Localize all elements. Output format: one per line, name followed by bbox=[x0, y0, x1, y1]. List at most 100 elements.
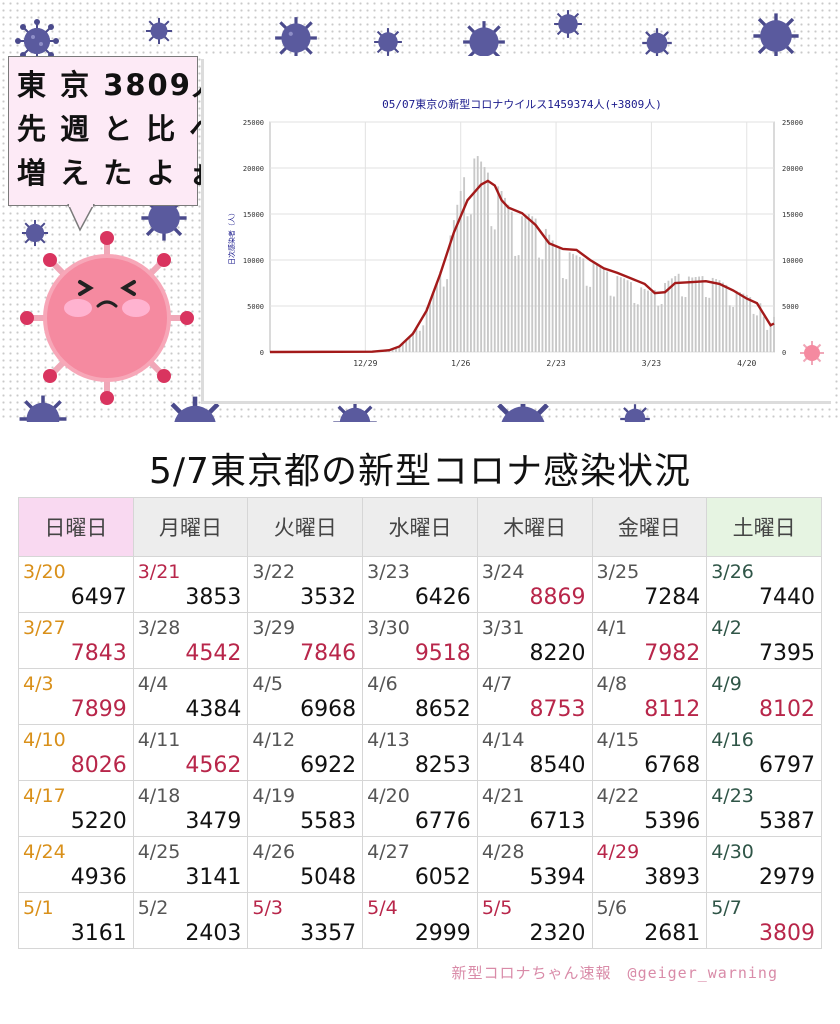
speech-line-1: 東 京 3809人 bbox=[17, 68, 223, 102]
daily-bar bbox=[527, 214, 530, 352]
virus-icon bbox=[753, 13, 799, 59]
header-wednesday: 水曜日 bbox=[362, 497, 478, 557]
daily-bar bbox=[565, 279, 568, 352]
cell-date: 4/27 bbox=[367, 841, 410, 863]
cell-date: 3/21 bbox=[137, 561, 181, 583]
daily-bar bbox=[408, 336, 411, 352]
daily-bar bbox=[721, 282, 724, 352]
daily-bar bbox=[500, 191, 503, 352]
cell-value: 8540 bbox=[529, 753, 586, 778]
cell-date: 5/7 bbox=[711, 897, 742, 919]
cell-date: 4/22 bbox=[596, 785, 640, 807]
daily-bar bbox=[405, 340, 408, 352]
daily-bar bbox=[418, 330, 421, 352]
daily-bar bbox=[483, 167, 486, 352]
cell-date: 4/23 bbox=[711, 785, 754, 807]
daily-cases-chart: 0 0 5000 5000 10000 10000 15000 15000 20000 20000… bbox=[227, 97, 824, 368]
cell-value: 7395 bbox=[759, 641, 815, 666]
cell-value: 6968 bbox=[300, 697, 357, 722]
table-cell: 4/8 8112 bbox=[591, 668, 708, 725]
cell-value: 5394 bbox=[529, 865, 586, 890]
cell-date: 3/30 bbox=[367, 617, 410, 639]
table-cell: 4/14 8540 bbox=[476, 724, 593, 781]
y-tick-label-right: 5000 bbox=[782, 303, 799, 311]
table-cell: 4/18 3479 bbox=[132, 780, 249, 837]
daily-bar bbox=[769, 323, 772, 352]
cell-value: 6776 bbox=[414, 809, 471, 834]
daily-bar bbox=[711, 277, 714, 352]
header-thursday: 木曜日 bbox=[476, 497, 593, 557]
chart-panel: 0 0 5000 5000 10000 10000 15000 15000 20000 20000… bbox=[204, 56, 834, 401]
virus-mascot-icon bbox=[20, 231, 194, 405]
cell-date: 4/26 bbox=[252, 841, 296, 863]
daily-bar bbox=[561, 278, 564, 352]
daily-bar bbox=[752, 313, 755, 352]
daily-bar bbox=[473, 158, 476, 352]
table-cell: 5/4 2999 bbox=[362, 892, 478, 949]
daily-bar bbox=[476, 156, 479, 352]
cell-value: 6426 bbox=[414, 585, 471, 610]
cell-date: 4/20 bbox=[367, 785, 410, 807]
table-cell: 4/12 6922 bbox=[247, 724, 364, 781]
virus-icon bbox=[374, 28, 402, 56]
cell-value: 2403 bbox=[185, 921, 242, 946]
daily-bar bbox=[541, 259, 544, 352]
cell-value: 5387 bbox=[759, 809, 815, 834]
daily-bar bbox=[415, 327, 418, 352]
cell-date: 4/17 bbox=[23, 785, 66, 807]
cell-date: 4/16 bbox=[711, 729, 754, 751]
table-cell: 5/7 3809 bbox=[706, 892, 822, 949]
table-cell: 3/22 3532 bbox=[247, 556, 364, 613]
daily-bar bbox=[422, 325, 425, 352]
cell-date: 4/3 bbox=[23, 673, 54, 695]
daily-bar bbox=[677, 273, 680, 352]
table-cell: 4/27 6052 bbox=[362, 836, 478, 893]
table-cell: 3/20 6497 bbox=[18, 556, 134, 613]
daily-bar bbox=[732, 306, 735, 352]
avg-line bbox=[269, 179, 775, 354]
cell-value: 8753 bbox=[529, 697, 586, 722]
table-cell: 4/28 5394 bbox=[476, 836, 593, 893]
daily-bar bbox=[439, 271, 442, 352]
daily-bar bbox=[490, 226, 493, 352]
daily-bar bbox=[538, 257, 540, 352]
daily-bar bbox=[742, 293, 745, 352]
cell-value: 2999 bbox=[414, 921, 471, 946]
table-cell: 3/25 7284 bbox=[591, 556, 708, 613]
cell-date: 3/23 bbox=[367, 561, 410, 583]
table-cell: 4/29 3893 bbox=[591, 836, 708, 893]
daily-bar bbox=[643, 288, 646, 352]
cell-value: 6052 bbox=[414, 865, 471, 890]
cell-date: 4/4 bbox=[137, 673, 169, 695]
cell-value: 7843 bbox=[70, 641, 127, 666]
daily-bar bbox=[432, 292, 435, 352]
cell-date: 4/12 bbox=[252, 729, 296, 751]
cell-date: 3/25 bbox=[596, 561, 640, 583]
daily-bar bbox=[534, 218, 537, 352]
virus-icon bbox=[463, 21, 505, 63]
table-cell: 4/25 3141 bbox=[132, 836, 249, 893]
cell-value: 8253 bbox=[414, 753, 471, 778]
daily-bar bbox=[704, 297, 707, 352]
y-tick-label-right: 10000 bbox=[782, 257, 803, 265]
daily-bar bbox=[766, 329, 769, 352]
table-cell: 4/19 5583 bbox=[247, 780, 364, 837]
speech-bubble: 東 京 3809人 先 週 と 比 べ 増 え た よ ぉ bbox=[8, 56, 223, 206]
daily-bar bbox=[660, 303, 663, 352]
cell-value: 6797 bbox=[759, 753, 815, 778]
cell-value: 7846 bbox=[300, 641, 357, 666]
table-row: 3/27 7843 3/28 4542 3/29 7846 3/30 9518 3/31 8220… bbox=[18, 612, 822, 669]
daily-bar bbox=[653, 289, 656, 352]
daily-bar bbox=[514, 255, 517, 352]
cell-value: 6497 bbox=[70, 585, 127, 610]
cell-value: 8026 bbox=[70, 753, 127, 778]
daily-bar bbox=[626, 280, 629, 352]
table-title: 5/7東京都の新型コロナ感染状況 bbox=[149, 451, 691, 492]
daily-bar bbox=[599, 266, 602, 352]
y-tick-label-right: 25000 bbox=[782, 119, 803, 127]
cell-value: 6768 bbox=[644, 753, 701, 778]
y-tick-label: 10000 bbox=[243, 257, 264, 265]
table-row: 4/10 8026 4/11 4562 4/12 6922 4/13 8253 4/14 8540… bbox=[18, 724, 822, 781]
daily-bar bbox=[698, 276, 701, 352]
table-cell: 3/24 8869 bbox=[476, 556, 593, 613]
